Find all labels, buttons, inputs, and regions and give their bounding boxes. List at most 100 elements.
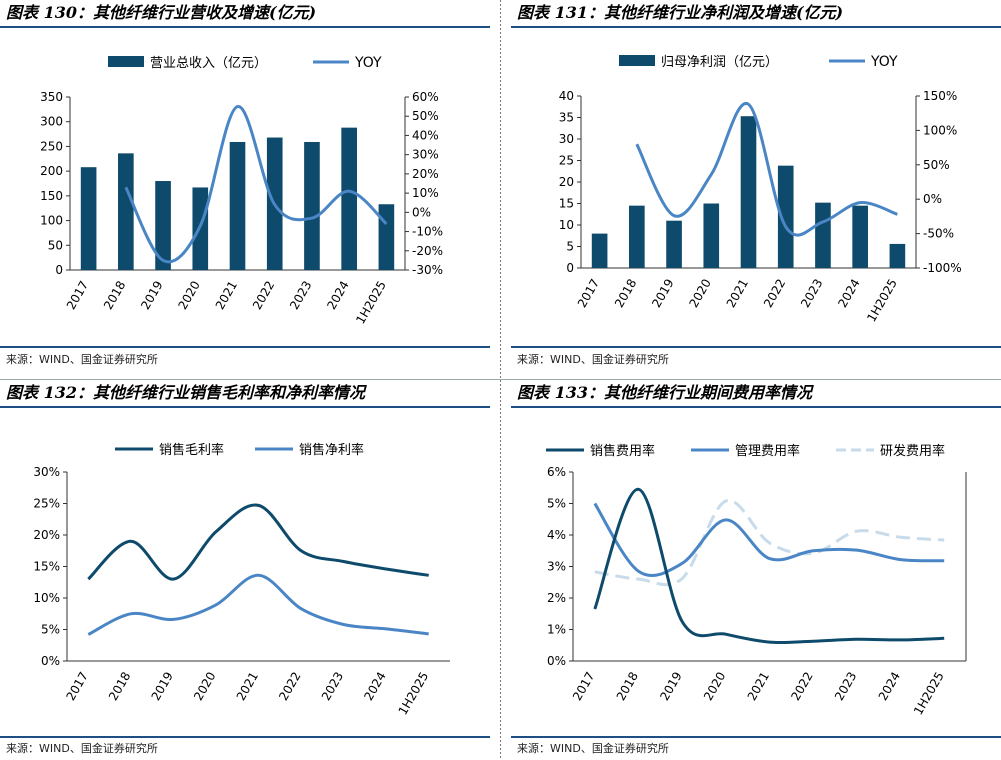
- x-tick-label: 1H2025: [353, 279, 389, 327]
- y-tick-label-left: 150: [40, 189, 63, 203]
- y-tick-label-left: 5: [566, 240, 574, 254]
- title-rule: [511, 26, 1001, 28]
- x-tick-label: 2017: [64, 279, 91, 312]
- x-tick-label: 2019: [657, 670, 684, 703]
- series-line: [87, 503, 429, 581]
- x-tick-label: 2024: [835, 277, 862, 310]
- x-tick-label: 2018: [101, 279, 128, 312]
- bar: [341, 127, 357, 270]
- bar: [889, 243, 906, 268]
- series-line: [593, 502, 945, 577]
- x-tick-label: 2020: [701, 670, 728, 703]
- panel-divider-horizontal: [0, 379, 1001, 380]
- expense-ratios-chart: 0% 1% 2% 3% 4% 5% 6% 2017 2018 2019 2020 2021 2022 20…: [546, 443, 967, 718]
- x-tick-label: 2018: [612, 277, 639, 310]
- bar: [777, 165, 794, 268]
- y-tick-label-left: 30: [559, 132, 574, 146]
- y-tick-label-right: 40%: [412, 128, 439, 142]
- y-tick-label: 0%: [41, 654, 60, 668]
- x-tick-label: 2019: [649, 277, 676, 310]
- y-tick-label-right: -10%: [412, 225, 443, 239]
- legend-swatch-bar: [619, 55, 655, 66]
- series-line: [593, 487, 945, 645]
- bar: [155, 181, 171, 270]
- x-tick-label: 2022: [788, 670, 815, 703]
- chart-title: 图表 131：其他纤维行业净利润及增速(亿元): [517, 3, 844, 22]
- y-tick-label-left: 200: [40, 164, 63, 178]
- chart-panel-expense-ratios: 图表 133：其他纤维行业期间费用率情况 0% 1% 2% 3% 4% 5% 6% 2017 2…: [511, 380, 1001, 760]
- margins-chart: 0% 5% 10% 15% 20% 25% 30% 2017 2018 2019 2020 2021 2…: [33, 442, 450, 718]
- y-tick-label-right: 150%: [923, 89, 957, 103]
- legend-label: YOY: [354, 55, 382, 71]
- y-tick-label-right: -50%: [923, 227, 954, 241]
- source-rule: [0, 346, 490, 348]
- y-tick-label-right: 50%: [923, 158, 950, 172]
- y-tick-label-left: 0: [566, 261, 574, 275]
- y-tick-label: 25%: [33, 497, 60, 511]
- yoy-line: [124, 105, 388, 264]
- y-tick-label-left: 25: [559, 154, 574, 168]
- net-profit-chart: 0 5 10 15 20 25 30 35 40 -100% -50% 0% 50% 100% 150% 20…: [559, 54, 962, 324]
- x-tick-label: 2023: [832, 670, 859, 703]
- y-tick-label-left: 300: [40, 115, 63, 129]
- y-tick-label: 10%: [33, 591, 60, 605]
- y-tick-label: 6%: [547, 465, 566, 479]
- legend-label: 销售费用率: [590, 443, 655, 459]
- x-tick-label: 2018: [614, 670, 641, 703]
- y-tick-label-right: 60%: [412, 90, 439, 104]
- y-tick-label-left: 15: [559, 197, 574, 211]
- x-tick-label: 2022: [761, 277, 788, 310]
- x-tick-label: 2020: [175, 279, 202, 312]
- y-tick-label-left: 40: [559, 89, 574, 103]
- x-tick-label: 2017: [63, 670, 90, 703]
- source-note: 来源：WIND、国金证券研究所: [517, 742, 669, 755]
- y-tick-label-left: 0: [55, 263, 63, 277]
- legend-swatch-bar: [108, 56, 144, 67]
- source-note: 来源：WIND、国金证券研究所: [517, 353, 669, 366]
- panel-divider-vertical: [500, 0, 501, 760]
- bar: [703, 203, 720, 268]
- x-tick-label: 2023: [798, 277, 825, 310]
- legend-label: 归母净利润（亿元）: [661, 55, 778, 70]
- y-tick-label-right: 100%: [923, 123, 957, 137]
- x-tick-label: 2022: [250, 279, 277, 312]
- x-tick-label: 1H2025: [396, 670, 432, 718]
- source-note: 来源：WIND、国金证券研究所: [6, 353, 158, 366]
- x-tick-label: 2023: [287, 279, 314, 312]
- title-rule: [0, 406, 490, 408]
- x-tick-label: 2021: [724, 277, 751, 310]
- bar: [740, 116, 757, 269]
- series-line: [594, 499, 945, 587]
- x-tick-label: 2021: [234, 670, 261, 703]
- y-tick-label-right: 0%: [412, 205, 431, 219]
- x-tick-label: 2021: [213, 279, 240, 312]
- x-tick-label: 2020: [686, 277, 713, 310]
- y-tick-label-right: -100%: [923, 261, 962, 275]
- bar: [815, 202, 831, 268]
- y-tick-label-right: 10%: [412, 186, 439, 200]
- title-rule: [0, 26, 490, 28]
- x-tick-label: 2024: [876, 670, 903, 703]
- legend-label: YOY: [870, 54, 898, 70]
- y-tick-label-right: -30%: [412, 263, 443, 277]
- y-tick-label: 4%: [547, 528, 566, 542]
- y-tick-label-left: 50: [48, 238, 63, 252]
- bar: [304, 141, 320, 270]
- chart-title: 图表 132：其他纤维行业销售毛利率和净利率情况: [6, 383, 365, 402]
- legend-label: 销售净利率: [299, 442, 364, 458]
- x-tick-label: 1H2025: [911, 670, 947, 718]
- x-tick-label: 2019: [149, 670, 176, 703]
- revenue-chart: 0 50 100 150 200 250 300 350 -30% -20% -10% 0% 10% 20…: [40, 55, 443, 327]
- y-tick-label: 30%: [33, 465, 60, 479]
- y-tick-label-left: 35: [559, 111, 574, 125]
- y-tick-label-right: 50%: [412, 109, 439, 123]
- x-tick-label: 2017: [575, 277, 602, 310]
- y-tick-label-left: 350: [40, 90, 63, 104]
- y-tick-label-left: 10: [559, 218, 574, 232]
- title-rule: [511, 406, 1001, 408]
- bar: [229, 141, 246, 270]
- source-rule: [511, 736, 1001, 738]
- x-tick-label: 2021: [745, 670, 772, 703]
- y-tick-label-right: 0%: [923, 192, 942, 206]
- y-tick-label-left: 20: [559, 175, 574, 189]
